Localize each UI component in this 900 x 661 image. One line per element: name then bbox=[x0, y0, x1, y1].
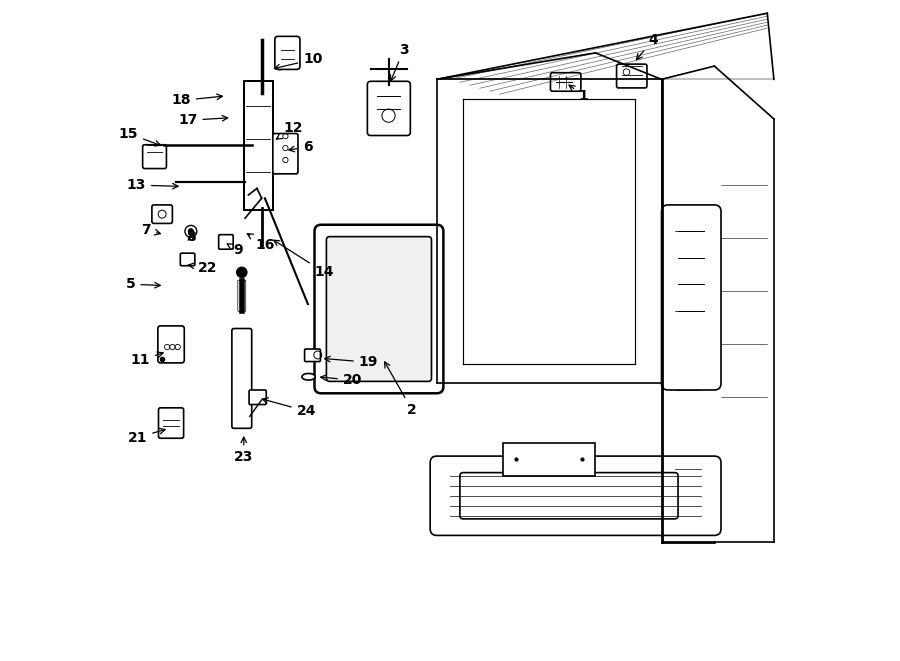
FancyBboxPatch shape bbox=[273, 134, 298, 174]
FancyBboxPatch shape bbox=[327, 237, 431, 381]
FancyBboxPatch shape bbox=[249, 390, 266, 405]
Text: 20: 20 bbox=[320, 373, 363, 387]
FancyBboxPatch shape bbox=[158, 326, 184, 363]
Text: 5: 5 bbox=[126, 277, 160, 292]
Text: 14: 14 bbox=[274, 240, 334, 280]
FancyBboxPatch shape bbox=[158, 408, 184, 438]
Text: 4: 4 bbox=[636, 32, 658, 59]
Text: 3: 3 bbox=[391, 42, 409, 81]
Text: 13: 13 bbox=[127, 178, 178, 192]
Text: 1: 1 bbox=[569, 85, 589, 103]
Text: 11: 11 bbox=[130, 352, 163, 368]
FancyBboxPatch shape bbox=[274, 36, 300, 69]
FancyBboxPatch shape bbox=[616, 64, 647, 88]
Text: 18: 18 bbox=[171, 93, 222, 108]
Ellipse shape bbox=[302, 373, 315, 380]
Text: 2: 2 bbox=[384, 362, 417, 417]
Text: 12: 12 bbox=[276, 121, 303, 139]
FancyBboxPatch shape bbox=[238, 280, 246, 311]
FancyBboxPatch shape bbox=[232, 329, 252, 428]
Text: 16: 16 bbox=[248, 233, 274, 252]
FancyBboxPatch shape bbox=[551, 73, 580, 91]
Text: 24: 24 bbox=[262, 398, 316, 418]
FancyBboxPatch shape bbox=[460, 473, 678, 519]
Text: 9: 9 bbox=[227, 243, 243, 257]
FancyBboxPatch shape bbox=[180, 253, 195, 266]
Text: 15: 15 bbox=[119, 126, 160, 146]
Text: 22: 22 bbox=[188, 260, 217, 275]
FancyBboxPatch shape bbox=[152, 205, 173, 223]
FancyBboxPatch shape bbox=[503, 443, 596, 476]
Text: 8: 8 bbox=[186, 229, 196, 244]
Text: 19: 19 bbox=[325, 355, 378, 369]
FancyBboxPatch shape bbox=[142, 145, 166, 169]
Text: 23: 23 bbox=[234, 437, 254, 465]
FancyBboxPatch shape bbox=[314, 225, 444, 393]
Text: 6: 6 bbox=[289, 139, 313, 154]
Text: 17: 17 bbox=[178, 113, 228, 128]
FancyBboxPatch shape bbox=[367, 81, 410, 136]
FancyBboxPatch shape bbox=[219, 235, 233, 249]
Circle shape bbox=[237, 267, 248, 278]
FancyBboxPatch shape bbox=[430, 456, 721, 535]
FancyBboxPatch shape bbox=[244, 81, 273, 210]
Text: 10: 10 bbox=[274, 52, 322, 70]
Text: 7: 7 bbox=[141, 223, 160, 237]
FancyBboxPatch shape bbox=[662, 205, 721, 390]
FancyBboxPatch shape bbox=[304, 349, 320, 362]
Text: 21: 21 bbox=[128, 428, 165, 445]
Circle shape bbox=[188, 229, 194, 234]
